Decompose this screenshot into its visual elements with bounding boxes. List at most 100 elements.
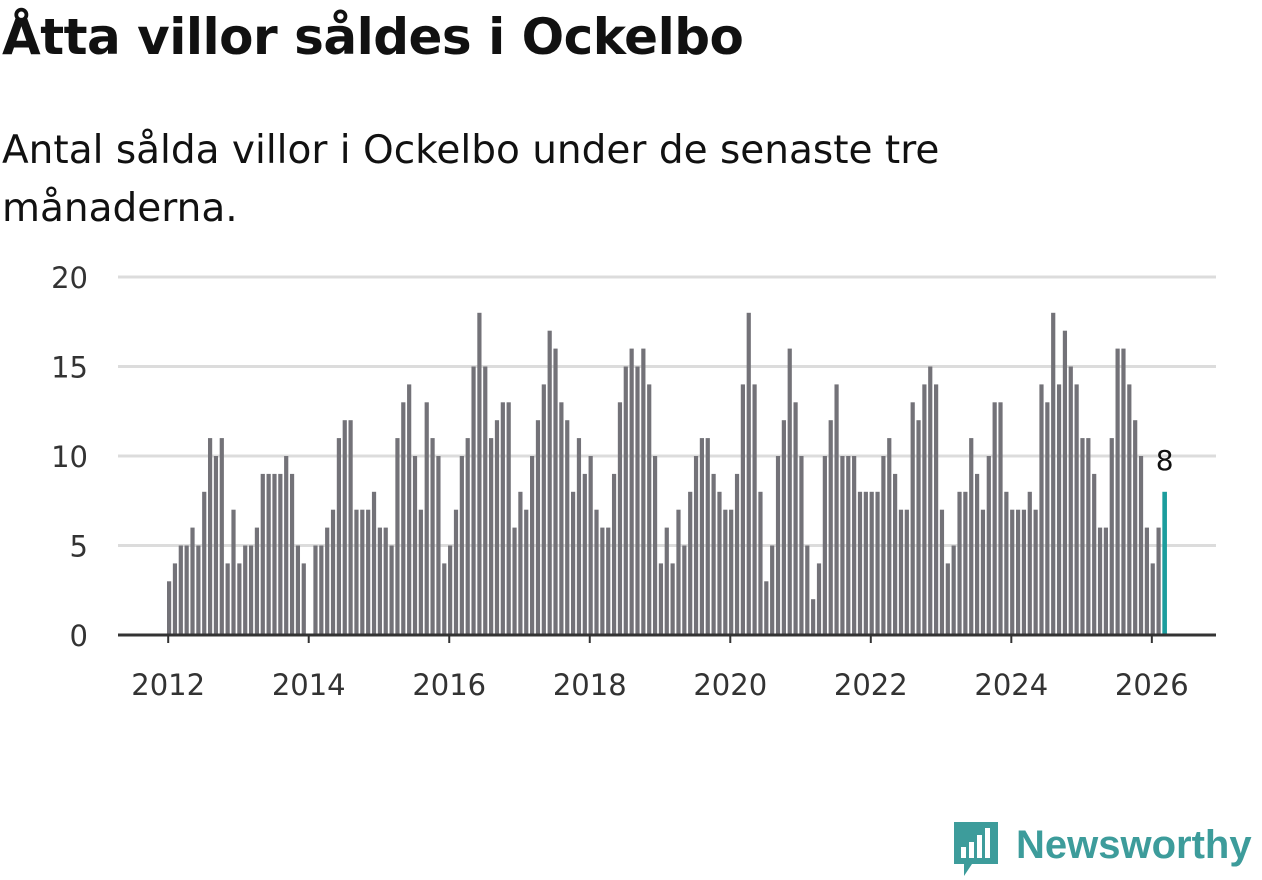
bar <box>676 509 681 635</box>
x-tick-label: 2016 <box>412 668 486 702</box>
bar <box>852 456 857 635</box>
bar <box>805 545 810 635</box>
bar <box>1033 509 1038 635</box>
y-tick-label: 5 <box>70 530 88 564</box>
bar <box>207 438 213 635</box>
bar <box>811 599 816 635</box>
bar <box>1004 491 1009 635</box>
bar <box>922 384 927 635</box>
bar <box>348 420 353 635</box>
bar <box>1086 438 1091 635</box>
bar <box>969 438 974 635</box>
bar <box>424 402 429 635</box>
bar <box>319 545 324 635</box>
bar <box>366 509 371 635</box>
bar <box>951 545 956 635</box>
bar <box>248 545 254 635</box>
bar <box>535 420 541 635</box>
bar <box>992 402 997 635</box>
bar <box>629 348 634 635</box>
chart-title: Åtta villor såldes i Ockelbo <box>2 8 744 66</box>
y-axis-ticks: 0 5 10 15 20 <box>51 261 88 653</box>
bar <box>1127 384 1132 635</box>
bar <box>1103 527 1108 635</box>
bar <box>459 456 464 635</box>
bar <box>623 366 628 635</box>
bar <box>541 384 546 635</box>
bar <box>465 438 470 635</box>
bar <box>588 456 593 635</box>
bar <box>483 366 488 635</box>
x-tick-label: 2022 <box>834 668 908 702</box>
bar <box>647 384 652 635</box>
bar <box>1039 384 1044 635</box>
bar <box>688 491 693 635</box>
bar <box>998 402 1003 635</box>
bar <box>1109 438 1114 635</box>
bar <box>336 438 341 635</box>
newsworthy-logo[interactable]: Newsworthy <box>950 818 1252 880</box>
bar <box>301 563 306 635</box>
bar <box>916 420 921 635</box>
data-labels: 8 <box>1156 444 1174 477</box>
bar <box>1068 366 1073 635</box>
bar <box>225 563 230 635</box>
bar <box>869 491 874 635</box>
newsworthy-logo-icon <box>954 822 998 876</box>
bar <box>313 545 318 635</box>
bar <box>816 563 822 635</box>
bar <box>1133 420 1138 635</box>
bar <box>658 563 664 635</box>
bar <box>611 473 617 635</box>
y-tick-label: 0 <box>70 619 88 653</box>
bar <box>1062 330 1068 635</box>
bar <box>723 509 728 635</box>
bar <box>641 348 646 635</box>
bar <box>1074 384 1079 635</box>
bar <box>237 563 242 635</box>
bar <box>904 509 909 635</box>
gridlines <box>118 275 1216 547</box>
bar <box>448 545 453 635</box>
brand-name: Newsworthy <box>1016 822 1252 867</box>
bars <box>167 312 1167 635</box>
bar <box>1056 384 1062 635</box>
bar <box>600 527 605 635</box>
bar <box>1092 473 1097 635</box>
x-tick-label: 2024 <box>974 668 1048 702</box>
bar <box>284 456 289 635</box>
bar <box>893 473 898 635</box>
bar <box>289 473 295 635</box>
bar <box>740 384 745 635</box>
bar <box>1021 509 1027 635</box>
bar <box>670 563 675 635</box>
bar <box>547 330 552 635</box>
bar <box>652 456 658 635</box>
bar <box>834 384 839 635</box>
bar <box>863 491 868 635</box>
bar <box>190 527 195 635</box>
bar <box>266 473 271 635</box>
highlight-value-label: 8 <box>1156 444 1174 477</box>
bar <box>910 402 915 635</box>
bar <box>887 438 892 635</box>
bar <box>840 456 845 635</box>
bar <box>857 491 863 635</box>
bar <box>559 402 564 635</box>
bar <box>494 420 500 635</box>
x-tick-label: 2014 <box>272 668 346 702</box>
bar <box>594 509 599 635</box>
bar <box>945 563 950 635</box>
bar <box>576 438 582 635</box>
x-axis-ticks: 2012 2014 2016 2018 2020 2022 2024 2026 <box>131 635 1189 702</box>
bar <box>395 438 400 635</box>
bar <box>571 491 576 635</box>
bar <box>699 438 705 635</box>
bar <box>243 545 248 635</box>
bar <box>980 509 986 635</box>
bar <box>693 456 699 635</box>
bar <box>530 456 535 635</box>
bar <box>453 509 459 635</box>
bar <box>260 473 265 635</box>
bar <box>172 563 178 635</box>
